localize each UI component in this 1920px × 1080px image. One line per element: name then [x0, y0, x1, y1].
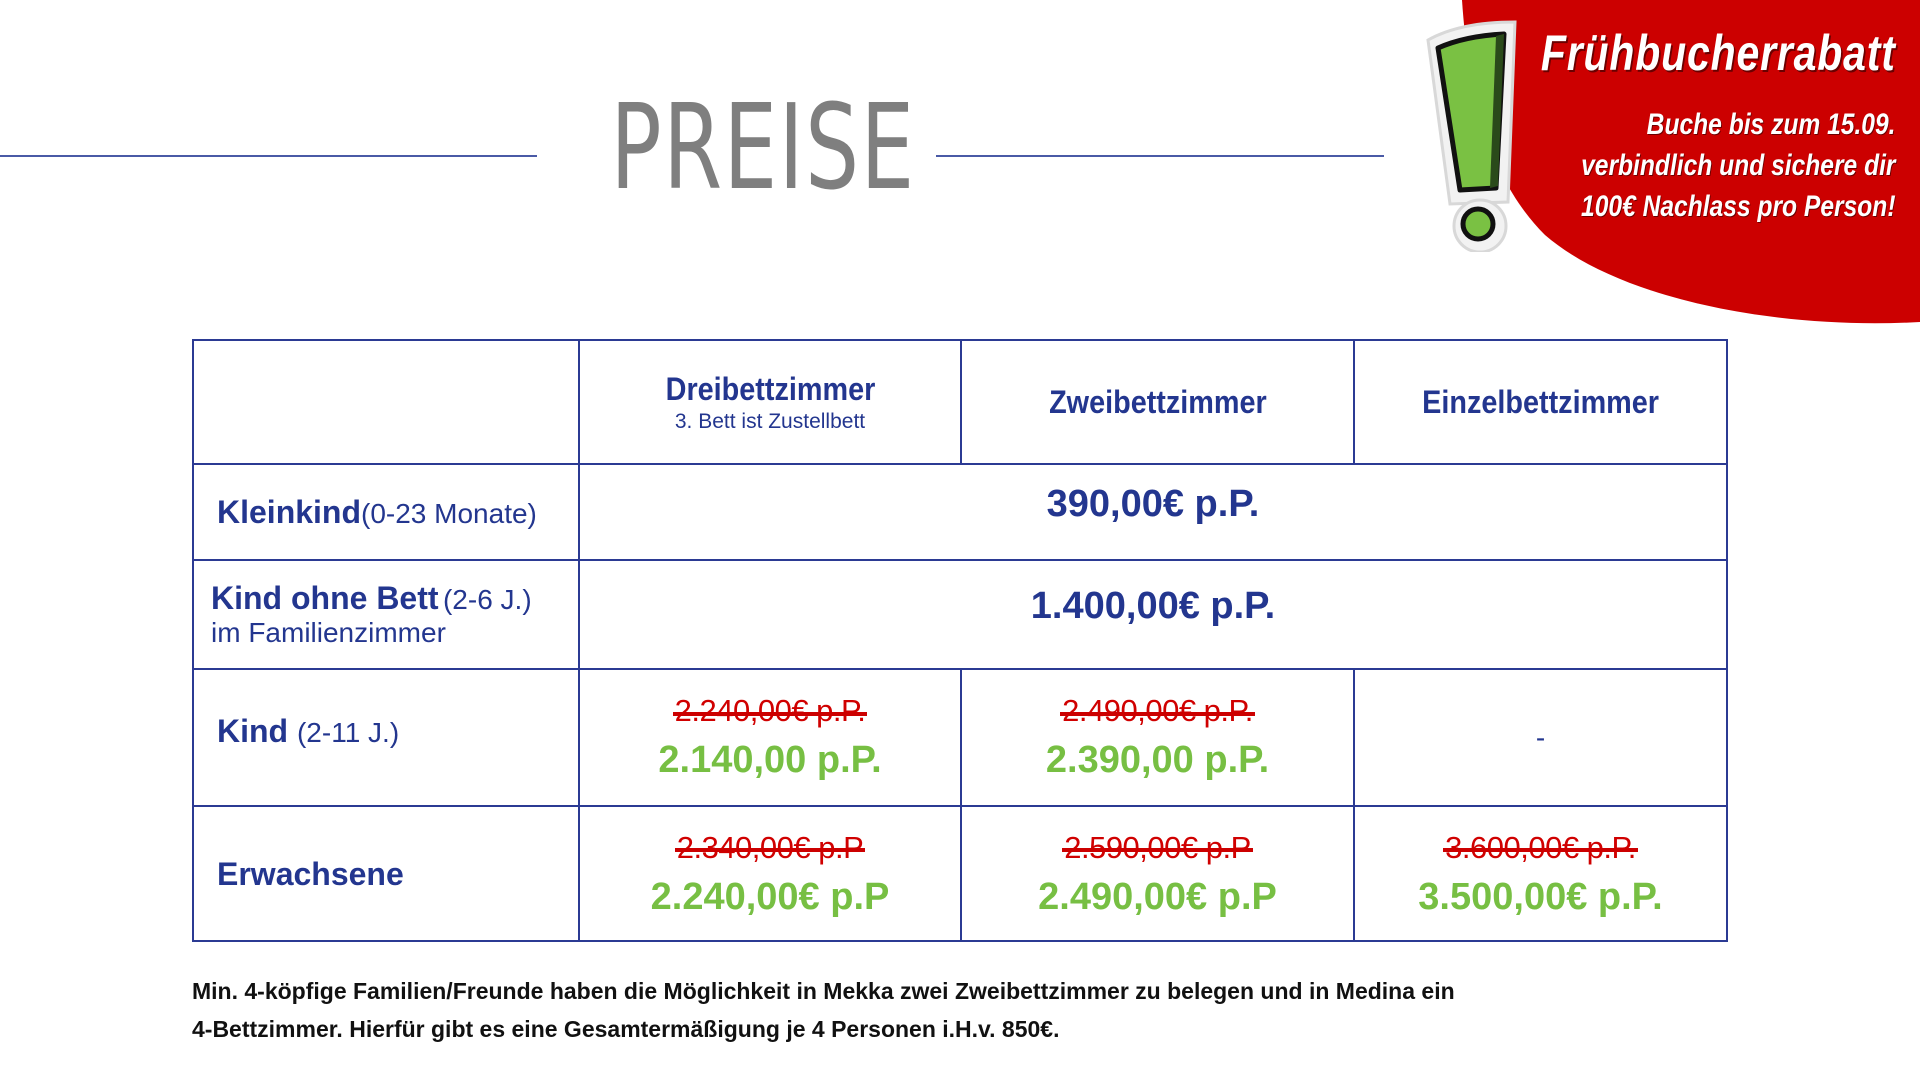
footer-note: Min. 4-köpfige Familien/Freunde haben di… — [192, 972, 1692, 1048]
row-label-child: Kind (2-11 J.) — [217, 670, 577, 805]
column-header-triple: Dreibettzimmer 3. Bett ist Zustellbett — [580, 341, 960, 463]
row-label-child-no-bed: Kind ohne Bett (2-6 J.) im Familienzimme… — [211, 561, 577, 668]
row-label-adult: Erwachsene — [217, 807, 577, 941]
title-rule-left — [0, 155, 537, 157]
row-label-text: Kind ohne Bett — [211, 580, 439, 616]
table-divider — [192, 463, 1728, 465]
row-label-note: (2-11 J.) — [296, 717, 400, 748]
price-value: 390,00€ p.P. — [1046, 482, 1260, 525]
table-divider — [192, 668, 1728, 670]
child-price-triple: 2.240,00€ p.P. 2.140,00 p.P. — [580, 670, 960, 805]
adult-price-single: 3.600,00€ p.P. 3.500,00€ p.P. — [1355, 807, 1726, 941]
new-price: 3.500,00€ p.P. — [1418, 875, 1663, 918]
badge-text: Buche bis zum 15.09. verbindlich und sic… — [1582, 104, 1896, 227]
badge-line: verbindlich und sichere dir — [1581, 149, 1896, 182]
badge-line: Buche bis zum 15.09. — [1647, 108, 1896, 141]
old-price: 2.490,00€ p.P. — [1060, 693, 1255, 728]
column-header-label: Zweibettzimmer — [1048, 383, 1267, 420]
new-price: 2.240,00€ p.P — [650, 875, 890, 918]
child-price-single: - — [1355, 670, 1726, 805]
new-price: 2.140,00 p.P. — [658, 739, 882, 781]
table-divider — [578, 339, 580, 942]
footer-line: Min. 4-köpfige Familien/Freunde haben di… — [192, 978, 1455, 1004]
exclamation-mark-icon — [1426, 20, 1517, 252]
row-label-text: Erwachsene — [217, 855, 404, 892]
table-divider — [1353, 339, 1355, 464]
child-no-bed-price: 1.400,00€ p.P. — [580, 561, 1726, 668]
column-header-label: Dreibettzimmer — [665, 370, 875, 407]
column-header-single: Einzelbettzimmer — [1355, 341, 1726, 463]
table-divider — [192, 559, 1728, 561]
old-price: 2.340,00€ p.P — [674, 829, 865, 865]
table-divider — [192, 805, 1728, 807]
table-divider — [960, 339, 962, 464]
column-header-label: Einzelbettzimmer — [1422, 383, 1659, 420]
footer-line: 4-Bettzimmer. Hierfür gibt es eine Gesam… — [192, 1016, 1060, 1042]
price-value: 1.400,00€ p.P. — [1030, 585, 1276, 627]
row-label-note2: im Familienzimmer — [211, 617, 446, 648]
column-header-double: Zweibettzimmer — [962, 341, 1353, 463]
row-label-note: (2-6 J.) — [442, 584, 532, 615]
child-price-double: 2.490,00€ p.P. 2.390,00 p.P. — [962, 670, 1353, 805]
title-rule-right — [936, 155, 1384, 157]
page-title: PREISE — [610, 78, 916, 216]
early-bird-badge: Frühbucherrabatt Buche bis zum 15.09. ve… — [0, 0, 1920, 340]
old-price: 2.590,00€ p.P — [1062, 829, 1253, 865]
column-header-sub: 3. Bett ist Zustellbett — [674, 409, 866, 433]
row-label-text: Kleinkind — [217, 493, 362, 530]
badge-line: 100€ Nachlass pro Person! — [1581, 190, 1896, 223]
badge-title: Frühbucherrabatt — [1541, 25, 1896, 81]
row-label-note: (0-23 Monate) — [361, 497, 537, 529]
adult-price-triple: 2.340,00€ p.P 2.240,00€ p.P — [580, 807, 960, 941]
old-price: 2.240,00€ p.P. — [672, 693, 867, 728]
badge-background — [1462, 0, 1920, 324]
old-price: 3.600,00€ p.P. — [1443, 829, 1638, 865]
new-price: 2.490,00€ p.P — [1038, 875, 1277, 918]
infant-price: 390,00€ p.P. — [580, 465, 1726, 559]
row-label-infant: Kleinkind(0-23 Monate) — [217, 465, 577, 559]
not-available: - — [1535, 721, 1546, 753]
new-price: 2.390,00 p.P. — [1045, 739, 1270, 781]
row-label-text: Kind — [217, 713, 289, 749]
adult-price-double: 2.590,00€ p.P 2.490,00€ p.P — [962, 807, 1353, 941]
